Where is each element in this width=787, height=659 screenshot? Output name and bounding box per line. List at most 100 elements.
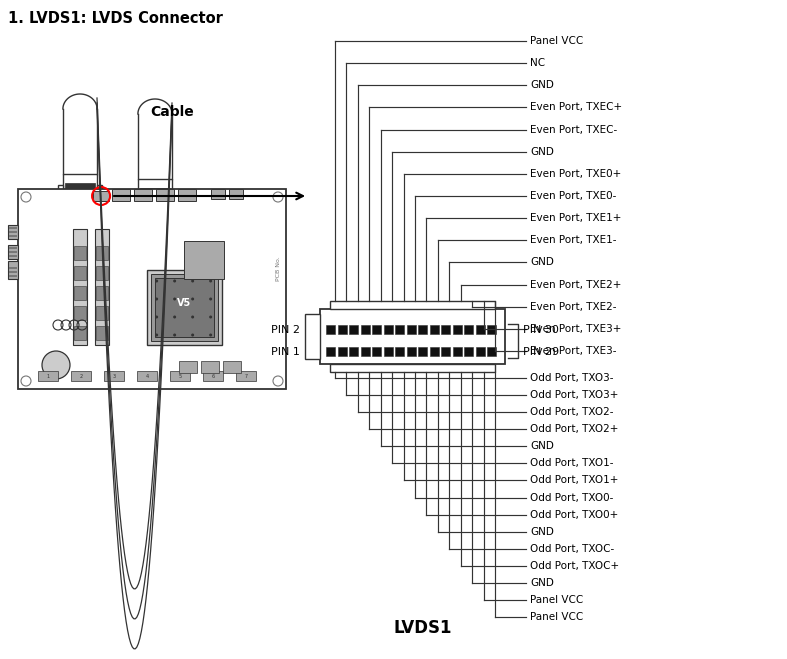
Bar (453, 347, 461, 357)
Circle shape (140, 204, 146, 208)
Bar (112, 189, 130, 201)
Bar (96, 286, 108, 300)
Text: Odd Port, TXO0-: Odd Port, TXO0- (530, 492, 613, 503)
Text: 6: 6 (212, 374, 215, 378)
Bar (223, 361, 241, 373)
Text: GND: GND (530, 258, 554, 268)
Text: Odd Port, TXOC+: Odd Port, TXOC+ (530, 561, 619, 571)
Bar (441, 347, 450, 357)
Bar (170, 371, 190, 381)
Bar (464, 326, 473, 334)
Text: Odd Port, TXO3+: Odd Port, TXO3+ (530, 390, 619, 400)
Bar (383, 326, 393, 334)
Text: Cable: Cable (150, 105, 194, 119)
Text: Odd Port, TXO3-: Odd Port, TXO3- (530, 373, 614, 383)
Text: PIN 29: PIN 29 (523, 347, 559, 357)
Bar (74, 286, 86, 300)
Circle shape (209, 316, 212, 318)
Bar (201, 361, 219, 373)
Bar (372, 326, 381, 334)
Text: 2: 2 (79, 374, 83, 378)
Bar (154, 278, 213, 337)
Bar (134, 189, 152, 201)
Circle shape (173, 316, 176, 318)
Text: Odd Port, TXO1+: Odd Port, TXO1+ (530, 475, 619, 486)
Bar (9, 246, 17, 249)
Circle shape (191, 297, 194, 301)
Bar (326, 347, 335, 357)
Bar (203, 371, 223, 381)
Circle shape (191, 316, 194, 318)
Bar (475, 326, 485, 334)
Text: Panel VCC: Panel VCC (530, 595, 583, 605)
Circle shape (77, 198, 83, 204)
Bar (9, 275, 17, 277)
Circle shape (65, 198, 70, 204)
Circle shape (164, 204, 170, 208)
Bar (430, 347, 438, 357)
Text: Odd Port, TXOC-: Odd Port, TXOC- (530, 544, 614, 554)
Bar (9, 231, 17, 233)
Bar (349, 326, 358, 334)
Bar (63, 174, 97, 199)
Text: Panel VCC: Panel VCC (530, 612, 583, 622)
Bar (418, 326, 427, 334)
Bar (38, 371, 58, 381)
Bar (146, 270, 222, 345)
Bar (430, 326, 438, 334)
Bar (18, 189, 286, 389)
Text: GND: GND (530, 442, 554, 451)
Text: 5: 5 (179, 374, 182, 378)
Circle shape (155, 279, 158, 283)
Bar (338, 347, 346, 357)
Bar (407, 326, 416, 334)
Bar (464, 347, 473, 357)
Circle shape (209, 333, 212, 337)
Circle shape (173, 333, 176, 337)
Bar (74, 326, 86, 340)
Bar (73, 229, 87, 345)
Bar (360, 326, 370, 334)
Circle shape (146, 204, 151, 208)
Bar (178, 189, 196, 201)
Bar (383, 347, 393, 357)
Text: V5: V5 (177, 297, 191, 308)
Bar (453, 326, 461, 334)
Bar (172, 190, 177, 200)
Bar (184, 241, 224, 279)
Bar (9, 250, 17, 253)
Bar (372, 347, 381, 357)
Bar (441, 326, 450, 334)
Circle shape (155, 297, 158, 301)
Text: 3: 3 (113, 374, 116, 378)
Bar (360, 347, 370, 357)
Bar (74, 246, 86, 260)
Bar (9, 254, 17, 257)
Bar (211, 189, 225, 199)
Text: Panel VCC: Panel VCC (530, 36, 583, 46)
Text: Even Port, TXE2+: Even Port, TXE2+ (530, 279, 622, 289)
Bar (8, 225, 18, 239)
Text: Even Port, TXE3-: Even Port, TXE3- (530, 346, 616, 356)
Bar (236, 371, 256, 381)
Circle shape (72, 198, 76, 204)
Bar (65, 183, 95, 197)
Circle shape (83, 198, 89, 204)
Circle shape (209, 279, 212, 283)
Text: 1: 1 (46, 374, 50, 378)
Text: PIN 2: PIN 2 (271, 325, 300, 335)
Bar (96, 266, 108, 280)
Text: 4: 4 (146, 374, 149, 378)
Text: GND: GND (530, 147, 554, 157)
Bar (475, 347, 485, 357)
Bar (349, 347, 358, 357)
Bar (330, 301, 495, 309)
Text: GND: GND (530, 80, 554, 90)
Bar (487, 347, 496, 357)
Circle shape (209, 297, 212, 301)
Bar (326, 326, 335, 334)
Text: Odd Port, TXO1-: Odd Port, TXO1- (530, 459, 614, 469)
Bar (95, 229, 109, 345)
Text: 1. LVDS1: LVDS Connector: 1. LVDS1: LVDS Connector (8, 11, 223, 26)
Text: GND: GND (530, 527, 554, 536)
